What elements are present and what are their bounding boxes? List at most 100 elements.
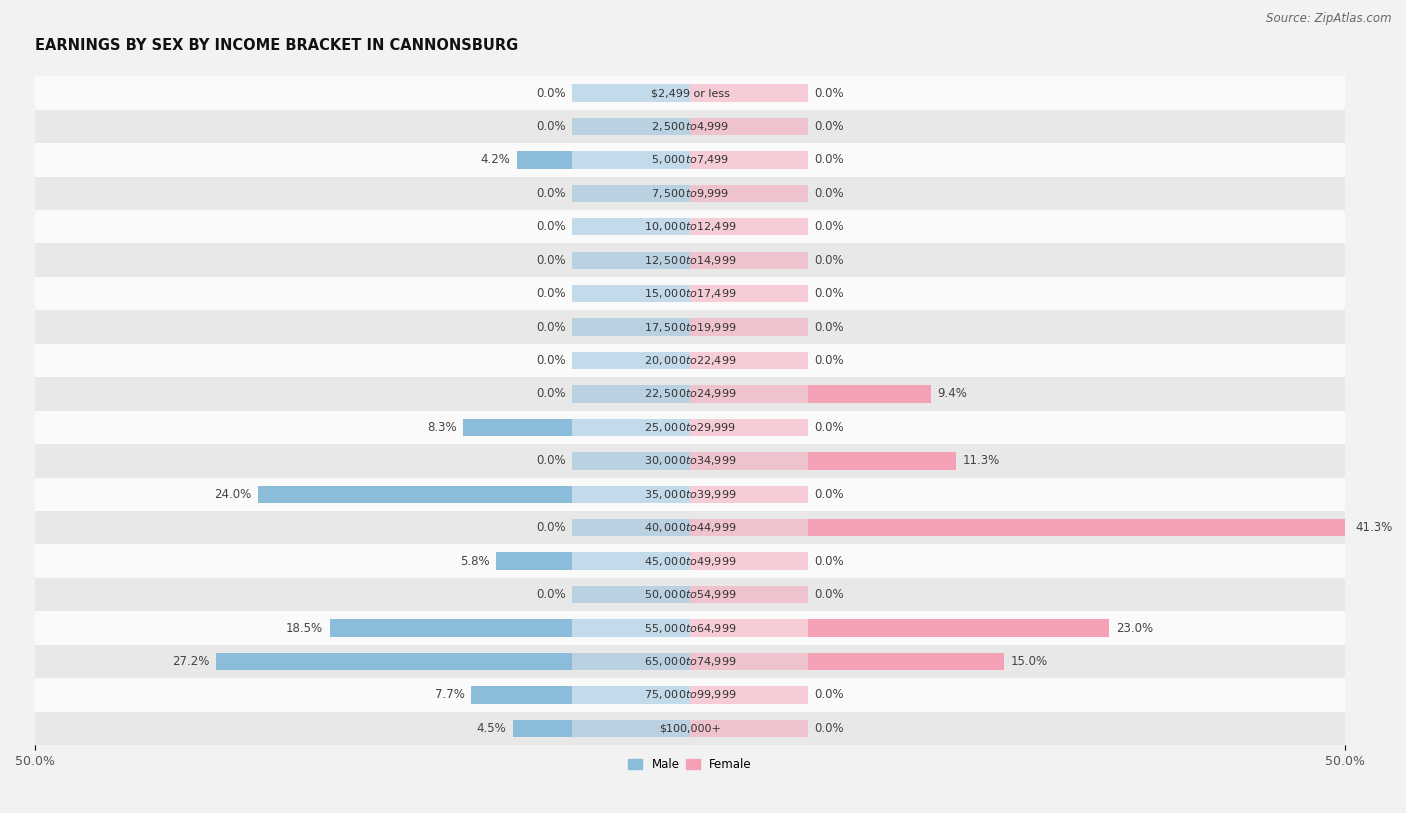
Text: 0.0%: 0.0%: [536, 120, 565, 133]
Text: 0.0%: 0.0%: [814, 187, 844, 200]
Bar: [35, 578, 1346, 611]
Text: $30,000 to $34,999: $30,000 to $34,999: [644, 454, 737, 467]
Bar: [572, 519, 690, 537]
Text: 0.0%: 0.0%: [536, 187, 565, 200]
Text: $17,500 to $19,999: $17,500 to $19,999: [644, 320, 737, 333]
Text: Source: ZipAtlas.com: Source: ZipAtlas.com: [1267, 12, 1392, 25]
Text: $2,499 or less: $2,499 or less: [651, 88, 730, 98]
Text: 11.3%: 11.3%: [963, 454, 1000, 467]
Text: $75,000 to $99,999: $75,000 to $99,999: [644, 689, 737, 702]
Text: 23.0%: 23.0%: [1116, 622, 1153, 634]
Bar: [690, 452, 808, 470]
Bar: [572, 553, 690, 570]
Text: $35,000 to $39,999: $35,000 to $39,999: [644, 488, 737, 501]
Bar: [690, 218, 808, 236]
Bar: [35, 244, 1346, 277]
Bar: [690, 151, 808, 168]
Text: 0.0%: 0.0%: [814, 354, 844, 367]
Text: 18.5%: 18.5%: [285, 622, 323, 634]
Text: 0.0%: 0.0%: [536, 588, 565, 601]
Bar: [690, 553, 808, 570]
Text: 5.8%: 5.8%: [460, 554, 489, 567]
Text: $2,500 to $4,999: $2,500 to $4,999: [651, 120, 730, 133]
Bar: [572, 151, 690, 168]
Text: 41.3%: 41.3%: [1355, 521, 1393, 534]
Bar: [35, 176, 1346, 210]
Bar: [808, 385, 931, 402]
Bar: [35, 477, 1346, 511]
Bar: [690, 85, 808, 102]
Bar: [513, 720, 572, 737]
Text: 0.0%: 0.0%: [814, 86, 844, 99]
Text: 0.0%: 0.0%: [814, 722, 844, 735]
Bar: [572, 686, 690, 703]
Text: 0.0%: 0.0%: [814, 689, 844, 702]
Bar: [572, 385, 690, 402]
Bar: [572, 218, 690, 236]
Bar: [690, 285, 808, 302]
Text: 27.2%: 27.2%: [172, 655, 209, 668]
Bar: [572, 586, 690, 603]
Bar: [35, 411, 1346, 444]
Text: $100,000+: $100,000+: [659, 724, 721, 733]
Bar: [690, 686, 808, 703]
Bar: [690, 185, 808, 202]
Text: 4.5%: 4.5%: [477, 722, 506, 735]
Text: $65,000 to $74,999: $65,000 to $74,999: [644, 655, 737, 668]
Bar: [690, 385, 808, 402]
Bar: [572, 419, 690, 436]
Bar: [572, 653, 690, 670]
Bar: [572, 352, 690, 369]
Bar: [496, 553, 572, 570]
Bar: [572, 319, 690, 336]
Bar: [572, 85, 690, 102]
Bar: [572, 452, 690, 470]
Text: 24.0%: 24.0%: [214, 488, 252, 501]
Bar: [690, 485, 808, 503]
Text: $22,500 to $24,999: $22,500 to $24,999: [644, 388, 737, 401]
Text: 0.0%: 0.0%: [536, 86, 565, 99]
Bar: [690, 620, 808, 637]
Bar: [690, 251, 808, 269]
Text: 0.0%: 0.0%: [536, 388, 565, 401]
Bar: [572, 118, 690, 135]
Bar: [35, 210, 1346, 244]
Bar: [215, 653, 572, 670]
Text: $25,000 to $29,999: $25,000 to $29,999: [644, 421, 737, 434]
Bar: [35, 143, 1346, 176]
Bar: [257, 485, 572, 503]
Bar: [572, 285, 690, 302]
Bar: [572, 720, 690, 737]
Bar: [35, 545, 1346, 578]
Text: $40,000 to $44,999: $40,000 to $44,999: [644, 521, 737, 534]
Text: 7.7%: 7.7%: [434, 689, 465, 702]
Bar: [690, 352, 808, 369]
Text: 0.0%: 0.0%: [536, 521, 565, 534]
Bar: [690, 319, 808, 336]
Text: 0.0%: 0.0%: [536, 220, 565, 233]
Bar: [572, 185, 690, 202]
Bar: [330, 620, 572, 637]
Bar: [690, 519, 808, 537]
Bar: [572, 620, 690, 637]
Text: $7,500 to $9,999: $7,500 to $9,999: [651, 187, 730, 200]
Bar: [808, 452, 956, 470]
Bar: [808, 519, 1348, 537]
Text: $12,500 to $14,999: $12,500 to $14,999: [644, 254, 737, 267]
Text: 0.0%: 0.0%: [814, 554, 844, 567]
Text: EARNINGS BY SEX BY INCOME BRACKET IN CANNONSBURG: EARNINGS BY SEX BY INCOME BRACKET IN CAN…: [35, 38, 519, 53]
Bar: [808, 653, 1004, 670]
Text: 0.0%: 0.0%: [814, 588, 844, 601]
Text: $20,000 to $22,499: $20,000 to $22,499: [644, 354, 737, 367]
Bar: [35, 711, 1346, 745]
Bar: [572, 251, 690, 269]
Legend: Male, Female: Male, Female: [623, 754, 756, 776]
Bar: [35, 678, 1346, 711]
Bar: [35, 344, 1346, 377]
Bar: [690, 118, 808, 135]
Bar: [35, 377, 1346, 411]
Bar: [471, 686, 572, 703]
Bar: [35, 645, 1346, 678]
Text: 0.0%: 0.0%: [536, 320, 565, 333]
Text: $50,000 to $54,999: $50,000 to $54,999: [644, 588, 737, 601]
